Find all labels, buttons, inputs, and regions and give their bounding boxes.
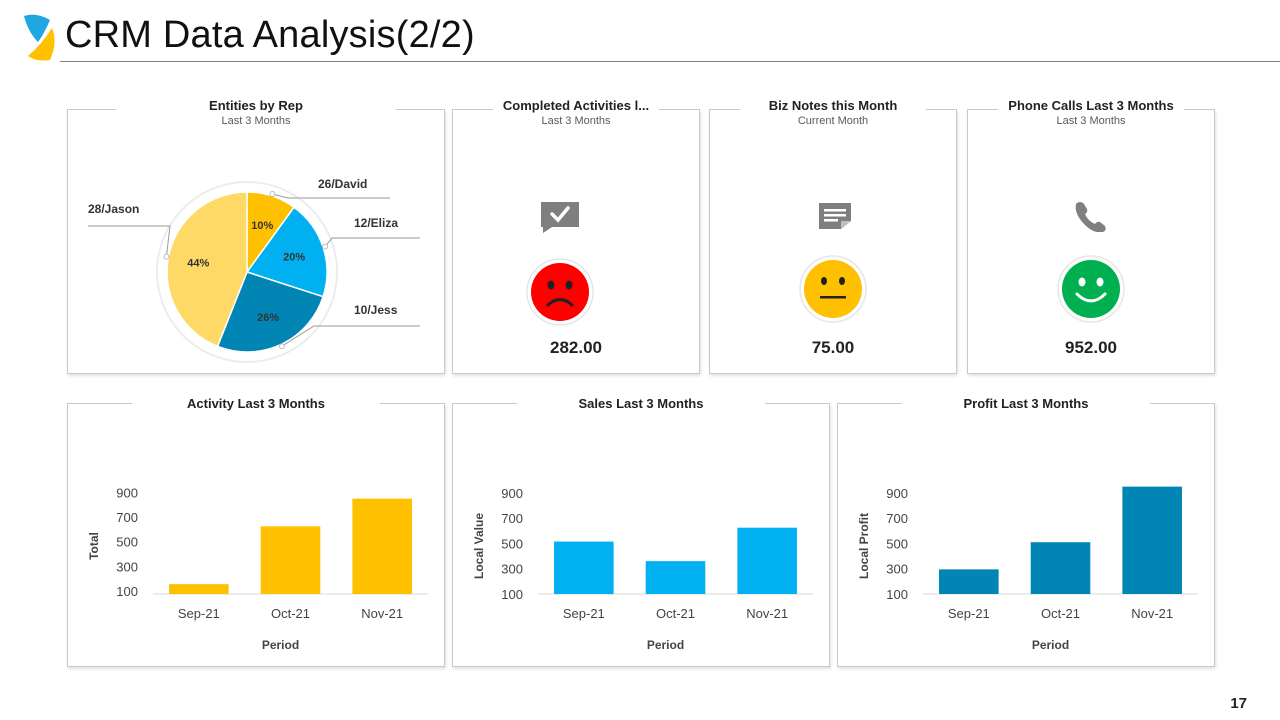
logo-icon: [24, 14, 55, 61]
x-axis-title: Period: [647, 638, 684, 652]
kpi-value: 75.00: [811, 338, 855, 357]
panel-header: Completed Activities l... Last 3 Months: [493, 98, 659, 127]
kpi-panel-biz-notes: Biz Notes this Month Current Month 75.00: [709, 98, 957, 374]
pie-pct-label: 26%: [257, 312, 279, 324]
panel-subtitle: Current Month: [797, 115, 869, 127]
kpi-panel-phone-calls: Phone Calls Last 3 Months Last 3 Months …: [967, 98, 1215, 374]
bar: [939, 569, 999, 594]
y-tick-label: 700: [501, 511, 523, 526]
y-tick-label: 900: [116, 485, 138, 500]
chat-check-icon: [541, 202, 579, 233]
y-tick-label: 700: [116, 510, 138, 525]
phone-icon: [1075, 202, 1106, 232]
y-tick-label: 300: [501, 562, 523, 577]
panel-title: Biz Notes this Month: [768, 98, 898, 113]
bar: [737, 527, 797, 594]
panel-header: Activity Last 3 Months: [132, 396, 380, 411]
y-tick-label: 500: [501, 536, 523, 551]
bar: [554, 541, 614, 594]
pie-pct-label: 20%: [283, 252, 305, 264]
page-title: CRM Data Analysis(2/2): [65, 14, 475, 56]
y-tick-label: 500: [886, 536, 908, 551]
panel-title: Phone Calls Last 3 Months: [1008, 98, 1174, 113]
pie-leader-dot: [321, 243, 328, 250]
x-tick-label: Oct-21: [656, 606, 695, 621]
neutral-face-icon: [799, 255, 867, 323]
pie-leader-line: [88, 225, 171, 257]
panel-header: Sales Last 3 Months: [517, 396, 765, 411]
x-tick-label: Nov-21: [1131, 606, 1173, 621]
panel-title: Sales Last 3 Months: [578, 396, 704, 411]
x-tick-label: Oct-21: [1041, 606, 1080, 621]
pie-leader-line: [272, 193, 390, 199]
x-tick-label: Sep-21: [563, 606, 605, 621]
panel-header: Entities by Rep Last 3 Months: [116, 98, 396, 127]
bar: [260, 526, 321, 594]
kpi-value: 952.00: [1065, 338, 1117, 357]
y-tick-label: 300: [116, 559, 138, 574]
pie-leader-dot: [269, 191, 276, 198]
y-tick-label: 300: [886, 562, 908, 577]
pie-chart: 10% 26/David 20% 12/Eliza 26% 10/Jess 44% 28/Ja…: [88, 177, 420, 363]
y-tick-label: 100: [116, 584, 138, 599]
pie-rep-label: 10/Jess: [354, 303, 398, 317]
y-tick-label: 900: [501, 486, 523, 501]
y-tick-label: 100: [501, 587, 523, 602]
x-tick-label: Sep-21: [948, 606, 990, 621]
pie-leader-dot: [163, 253, 170, 260]
y-tick-label: 100: [886, 587, 908, 602]
panel-title: Completed Activities l...: [502, 98, 650, 113]
panel-header: Phone Calls Last 3 Months Last 3 Months: [998, 98, 1184, 127]
pie-rep-label: 12/Eliza: [354, 216, 398, 230]
pie-rep-label: 28/Jason: [88, 202, 139, 216]
panel-title: Entities by Rep: [209, 98, 303, 113]
page-number: 17: [1230, 695, 1247, 712]
panel-header: Profit Last 3 Months: [902, 396, 1150, 411]
y-axis-title: Local Profit: [857, 513, 871, 579]
profit-bar-chart: 100 300 500 700 900 Sep-21 Oct-21 Nov-21 Period L…: [857, 486, 1198, 652]
pie-pct-label: 44%: [187, 258, 209, 270]
x-tick-label: Oct-21: [271, 606, 310, 621]
bar: [169, 584, 229, 594]
note-icon: [819, 203, 851, 229]
bar: [1030, 542, 1091, 594]
pie-leader-line: [281, 325, 420, 347]
pie-rep-label: 26/David: [318, 177, 367, 191]
pie-pct-label: 10%: [251, 220, 273, 232]
happy-face-icon: [1057, 255, 1125, 323]
bar: [645, 561, 706, 594]
x-tick-label: Sep-21: [178, 606, 220, 621]
x-tick-label: Nov-21: [746, 606, 788, 621]
y-tick-label: 500: [116, 535, 138, 550]
activity-bar-chart: 100 300 500 700 900 Sep-21 Oct-21 Nov-21 Period T…: [87, 485, 428, 652]
panel-subtitle: Last 3 Months: [1056, 115, 1126, 127]
sales-chart-panel: Sales Last 3 Months 100 300 500 700 900 Sep-2…: [452, 396, 830, 667]
panel-header: Biz Notes this Month Current Month: [740, 98, 926, 127]
profit-chart-panel: Profit Last 3 Months 100 300 500 700 900 Sep-…: [837, 396, 1215, 667]
entities-by-rep-panel: Entities by Rep Last 3 Months 10% 26/Davi…: [67, 98, 445, 374]
x-tick-label: Nov-21: [361, 606, 403, 621]
y-axis-title: Total: [87, 532, 101, 560]
pie-leader-dot: [278, 343, 285, 350]
y-axis-title: Local Value: [472, 513, 486, 579]
panel-subtitle: Last 3 Months: [541, 115, 611, 127]
bar: [352, 498, 412, 594]
kpi-panel-completed-activities: Completed Activities l... Last 3 Months …: [452, 98, 700, 374]
panel-title: Activity Last 3 Months: [187, 396, 325, 411]
panel-subtitle: Last 3 Months: [221, 115, 291, 127]
kpi-value: 282.00: [550, 338, 602, 357]
activity-chart-panel: Activity Last 3 Months 100 300 500 700 900 Se…: [67, 396, 445, 667]
title-divider: [60, 61, 1280, 62]
x-axis-title: Period: [262, 638, 299, 652]
x-axis-title: Period: [1032, 638, 1069, 652]
panel-title: Profit Last 3 Months: [963, 396, 1089, 411]
pie-leader-line: [324, 237, 420, 247]
sales-bar-chart: 100 300 500 700 900 Sep-21 Oct-21 Nov-21 Period L…: [472, 486, 813, 652]
y-tick-label: 700: [886, 511, 908, 526]
sad-face-icon: [526, 258, 594, 326]
y-tick-label: 900: [886, 486, 908, 501]
bar: [1122, 486, 1182, 594]
